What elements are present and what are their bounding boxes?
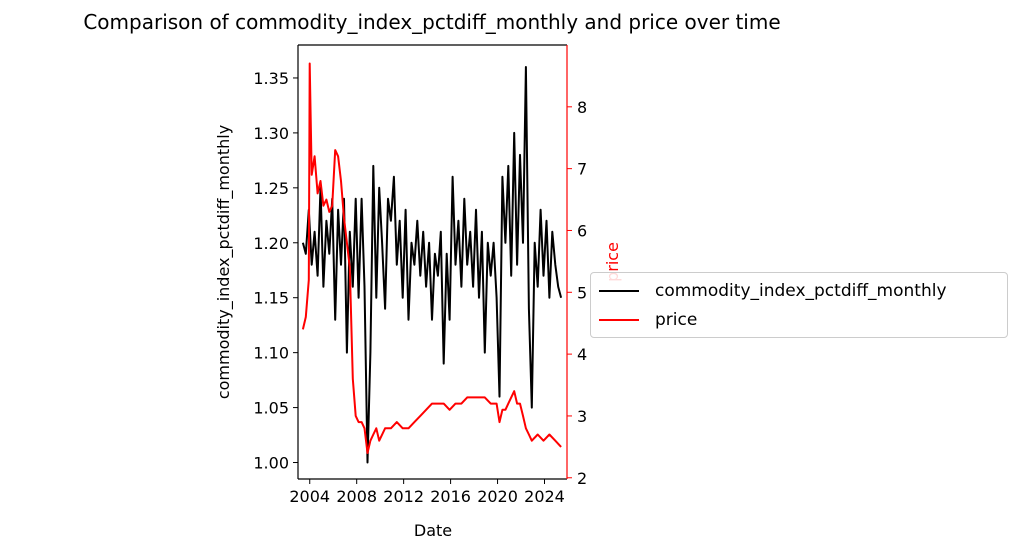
legend-swatch-price [599,319,639,321]
y-tick-label: 1.20 [253,234,289,253]
legend-entry-price: price [599,309,697,331]
x-tick-label: 2012 [383,487,424,506]
y-tick-label: 1.00 [253,454,289,473]
y2-tick-label: 7 [577,160,587,179]
x-tick-label: 2024 [524,487,565,506]
series-line-commodity [301,66,563,464]
legend: commodity_index_pctdiff_monthly price [590,272,1008,338]
chart-title: Comparison of commodity_index_pctdiff_mo… [83,10,781,34]
legend-label-commodity: commodity_index_pctdiff_monthly [655,281,947,301]
x-tick-label: 2008 [336,487,377,506]
left-axis-ticks: 1.00 1.05 1.10 1.15 1.20 1.25 1.30 1.35 [253,69,298,473]
y2-tick-label: 5 [577,283,587,302]
x-tick-label: 2020 [477,487,518,506]
y2-tick-label: 6 [577,221,587,240]
legend-label-price: price [655,310,698,330]
y-tick-label: 1.30 [253,124,289,143]
x-axis-ticks: 2004 2008 2012 2016 2020 2024 [289,479,565,506]
y-tick-label: 1.25 [253,179,289,198]
x-tick-label: 2016 [430,487,471,506]
y-tick-label: 1.10 [253,344,289,363]
y2-tick-label: 2 [577,469,587,488]
x-axis-label: Date [414,521,452,540]
plot-area [297,44,568,480]
y2-tick-label: 3 [577,407,587,426]
right-axis-ticks: 2 3 4 5 6 7 8 [567,98,587,488]
y-tick-label: 1.15 [253,289,289,308]
y2-axis-label: price [603,242,622,282]
y2-tick-label: 8 [577,98,587,117]
series-line-price [301,62,562,454]
legend-swatch-commodity [599,290,639,292]
y-axis-label: commodity_index_pctdiff_monthly [214,125,234,399]
y-tick-label: 1.05 [253,399,289,418]
legend-entry-commodity: commodity_index_pctdiff_monthly [599,280,947,302]
y-tick-label: 1.35 [253,69,289,88]
y2-tick-label: 4 [577,345,587,364]
x-tick-label: 2004 [289,487,330,506]
